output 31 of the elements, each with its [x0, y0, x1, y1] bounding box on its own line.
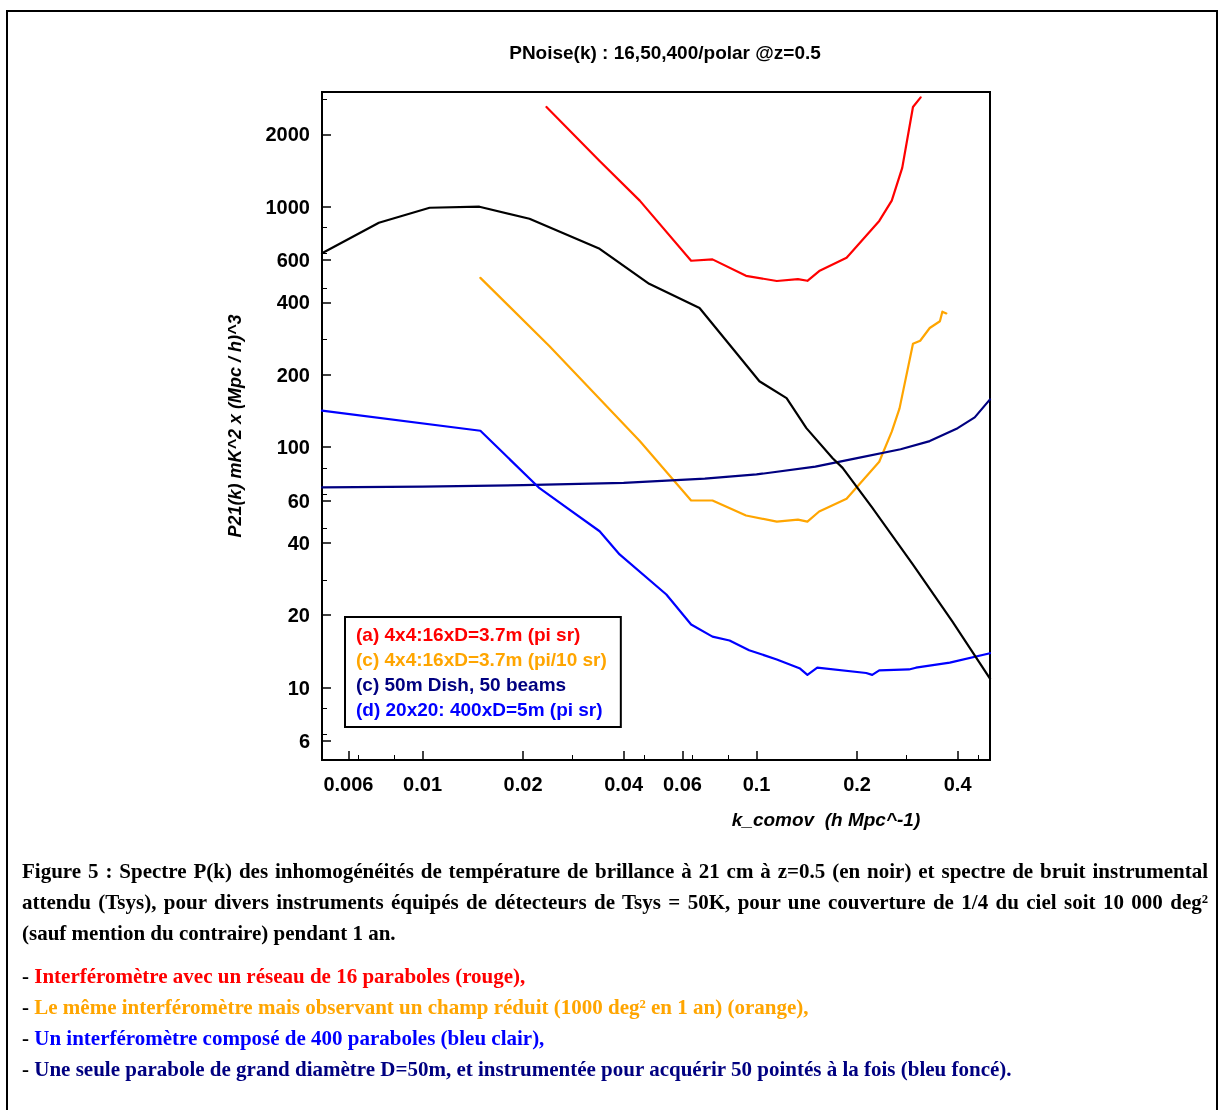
y-tick-label: 6	[298, 729, 310, 752]
y-tick-label: 600	[276, 249, 310, 272]
y-tick-label: 60	[287, 489, 310, 512]
x-tick-label: 0.04	[604, 773, 644, 795]
y-tick-label: 40	[287, 531, 310, 554]
x-axis-title: k_comov (h Mpc^-1)	[731, 809, 921, 830]
x-tick-label: 0.1	[742, 773, 771, 795]
y-tick-label: 100	[276, 436, 310, 459]
x-tick-label: 0.02	[503, 773, 543, 795]
y-tick-label: 10	[287, 676, 310, 699]
chart-title: PNoise(k) : 16,50,400/polar @z=0.5	[509, 42, 822, 63]
text: - Le même interféromètre mais observant un champ réduit (1000 deg² en 1 an) (orange),	[22, 995, 809, 1019]
x-tick-label: 0.4	[943, 773, 973, 795]
x-tick-label: 0.006	[323, 773, 374, 795]
x-tick-label: 0.01	[403, 773, 443, 795]
y-tick-label: 2000	[265, 123, 310, 146]
y-tick-label: 200	[276, 363, 310, 386]
caption: Figure 5 : Spectre P(k) des inhomogénéités de température de brillance à 21 cm à z=0.5 (en noir) et spectre de bruit instrumental attendu (Tsys), pour divers instruments équipés de détecteurs de Tsys = 50K, pour une couverture de 1/4 du ciel soit 10 000 deg² (sauf mention du contraire) pendant 1 an.	[22, 859, 1208, 945]
x-tick-label: 0.06	[662, 773, 702, 795]
y-axis-title: P21(k) mK^2 x (Mpc / h)^3	[225, 314, 245, 538]
y-tick-label: 400	[276, 291, 310, 314]
y-tick-label: 1000	[265, 195, 310, 218]
y-tick-label: 20	[287, 604, 310, 627]
text: - Un interféromètre composé de 400 paraboles (bleu clair),	[22, 1026, 545, 1050]
text: (c) 50m Dish, 50 beams	[356, 674, 567, 695]
text: (a) 4x4:16xD=3.7m (pi sr)	[356, 624, 581, 645]
text: (c) 4x4:16xD=3.7m (pi/10 sr)	[356, 649, 607, 670]
text: - Une seule parabole de grand diamètre D=50m, et instrumentée pour acquérir 50 pointés à la fois (bleu foncé).	[22, 1057, 1012, 1081]
text: - Interféromètre avec un réseau de 16 paraboles (rouge),	[22, 964, 526, 988]
text: (d) 20x20: 400xD=5m (pi sr)	[356, 699, 603, 720]
x-tick-label: 0.2	[843, 773, 871, 795]
